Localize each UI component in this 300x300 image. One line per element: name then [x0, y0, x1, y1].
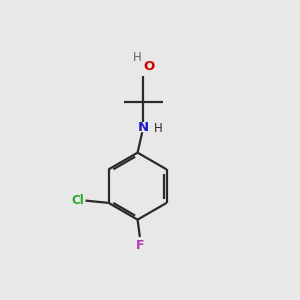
- Text: O: O: [143, 60, 154, 73]
- Text: H: H: [133, 51, 142, 64]
- Text: N: N: [138, 121, 149, 134]
- Text: Cl: Cl: [72, 194, 84, 207]
- Text: H: H: [154, 122, 163, 135]
- Text: F: F: [136, 239, 144, 252]
